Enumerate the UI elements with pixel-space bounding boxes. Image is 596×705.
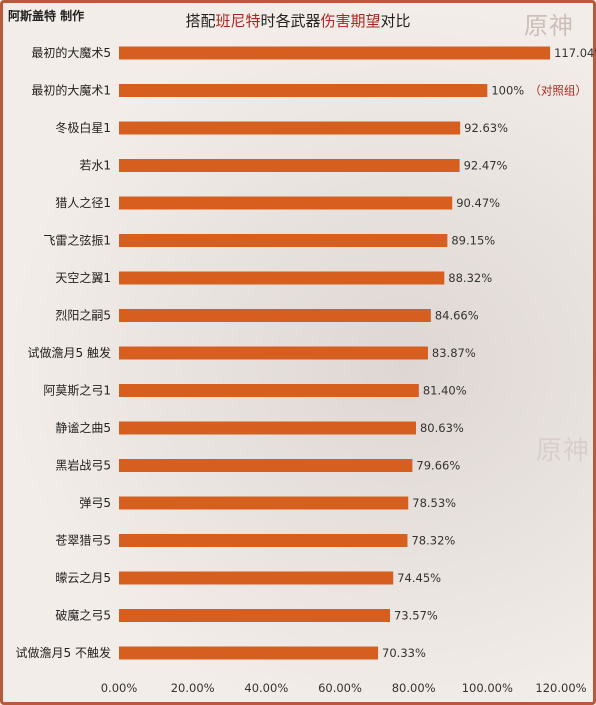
x-tick-label: 100.00%: [462, 681, 513, 695]
data-label: 88.32%: [448, 271, 492, 285]
data-label: 78.53%: [412, 496, 456, 510]
category-label: 试做澹月5 不触发: [16, 645, 111, 660]
bar: [119, 271, 445, 285]
data-label: 92.47%: [464, 159, 508, 173]
category-label: 曚云之月5: [55, 571, 111, 585]
category-label: 静谧之曲5: [55, 421, 111, 435]
bar: [119, 309, 431, 322]
title-highlight-metric: 伤害期望: [320, 12, 381, 30]
bar: [119, 571, 394, 585]
category-label: 最初的大魔术5: [31, 45, 111, 60]
bar: [119, 534, 408, 547]
chart-title: 搭配班尼特时各武器伤害期望对比: [0, 10, 596, 31]
control-group-note: （对照组）: [529, 84, 587, 98]
x-tick-label: 20.00%: [171, 681, 215, 695]
data-label: 90.47%: [456, 196, 500, 210]
bar: [119, 196, 453, 210]
data-label: 83.87%: [432, 346, 476, 360]
bar: [119, 84, 488, 97]
category-label: 猎人之径1: [55, 196, 111, 210]
data-label: 117.04%: [554, 46, 596, 60]
category-label: 破魔之弓5: [55, 608, 111, 623]
category-label: 苍翠猎弓5: [55, 534, 111, 548]
x-tick-label: 60.00%: [318, 681, 362, 695]
title-part: 搭配: [185, 12, 216, 30]
bar: [119, 496, 409, 510]
category-label: 天空之翼1: [55, 271, 111, 285]
data-label: 89.15%: [451, 234, 495, 248]
x-tick-label: 120.00%: [535, 681, 586, 695]
game-logo: 原神: [524, 12, 574, 40]
x-tick-label: 0.00%: [101, 681, 138, 695]
title-part: 对比: [380, 12, 411, 30]
bar: [119, 159, 460, 172]
category-label: 黑岩战弓5: [55, 458, 111, 473]
category-label: 飞雷之弦振1: [43, 233, 111, 248]
data-label: 78.32%: [411, 534, 455, 548]
category-label: 若水1: [79, 159, 111, 173]
bar: [119, 121, 461, 135]
category-label: 弹弓5: [79, 496, 111, 510]
data-label: 74.45%: [397, 571, 441, 585]
category-label: 烈阳之嗣5: [55, 309, 111, 323]
title-part: 时各武器: [260, 12, 321, 30]
data-label: 84.66%: [435, 309, 479, 323]
data-label: 79.66%: [416, 459, 460, 473]
data-label: 100%: [491, 84, 524, 98]
data-label: 80.63%: [420, 421, 464, 435]
watermark-logo: 原神: [535, 436, 590, 466]
bar: [119, 234, 448, 247]
data-label: 73.57%: [394, 609, 438, 623]
bar: [119, 609, 390, 622]
data-label: 70.33%: [382, 646, 426, 660]
bar: [119, 646, 379, 660]
title-highlight-character: 班尼特: [215, 12, 261, 30]
data-label: 92.63%: [464, 121, 508, 135]
x-tick-label: 40.00%: [244, 681, 288, 695]
bar: [119, 346, 428, 360]
data-label: 81.40%: [423, 384, 467, 398]
bar: [119, 421, 416, 435]
author-label: 阿斯盖特 制作: [8, 9, 85, 23]
x-tick-label: 80.00%: [392, 681, 436, 695]
category-label: 最初的大魔术1: [31, 83, 111, 98]
bar: [119, 384, 419, 397]
category-label: 阿莫斯之弓1: [43, 384, 111, 398]
bar: [119, 46, 551, 60]
category-label: 试做澹月5 触发: [28, 345, 111, 360]
bar: [119, 459, 413, 472]
category-label: 冬极白星1: [55, 120, 111, 135]
